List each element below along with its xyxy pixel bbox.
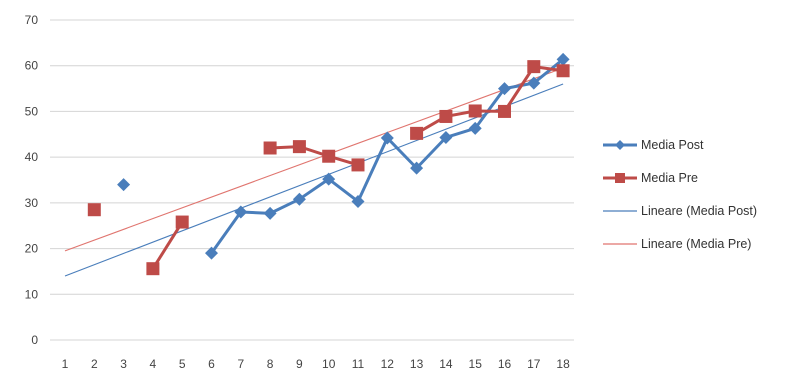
legend-label: Lineare (Media Post) bbox=[641, 204, 757, 218]
data-point bbox=[556, 64, 570, 78]
data-point bbox=[322, 149, 336, 163]
legend-entry: Media Post bbox=[603, 138, 704, 152]
data-point bbox=[468, 121, 482, 135]
y-tick-label: 60 bbox=[25, 59, 39, 73]
series-line bbox=[270, 145, 359, 167]
x-tick-label: 15 bbox=[469, 357, 483, 371]
x-tick-label: 18 bbox=[556, 357, 570, 371]
data-point bbox=[292, 140, 306, 154]
data-point bbox=[380, 131, 394, 145]
series-line bbox=[151, 221, 184, 270]
x-tick-label: 10 bbox=[322, 357, 336, 371]
data-point bbox=[439, 109, 453, 123]
data-point bbox=[117, 178, 131, 192]
data-point bbox=[498, 82, 511, 96]
legend-label: Media Pre bbox=[641, 171, 698, 185]
data-point bbox=[175, 215, 189, 229]
x-tick-label: 8 bbox=[267, 357, 274, 371]
data-point bbox=[292, 192, 306, 206]
data-point bbox=[439, 130, 453, 144]
y-tick-label: 30 bbox=[25, 196, 39, 210]
legend-marker bbox=[615, 173, 625, 183]
legend: Media Post Media Pre Lineare (Media Post) L… bbox=[603, 138, 757, 251]
trendline-2 bbox=[64, 67, 564, 252]
y-axis: 0 10 20 30 40 50 60 70 bbox=[25, 13, 39, 347]
x-tick-label: 17 bbox=[527, 357, 541, 371]
y-tick-label: 20 bbox=[25, 242, 39, 256]
x-tick-label: 13 bbox=[410, 357, 424, 371]
data-point bbox=[527, 60, 541, 74]
x-tick-label: 4 bbox=[150, 357, 157, 371]
x-axis: 1 2 3 4 5 6 7 8 9 10 11 12 13 14 15 16 17 18 bbox=[62, 357, 570, 371]
x-tick-label: 11 bbox=[352, 357, 365, 371]
data-point bbox=[263, 141, 277, 155]
series-1 bbox=[117, 52, 570, 260]
data-point bbox=[205, 246, 218, 260]
data-point bbox=[351, 158, 365, 172]
legend-entry: Lineare (Media Pre) bbox=[603, 237, 751, 251]
x-tick-label: 6 bbox=[208, 357, 215, 371]
data-series bbox=[87, 52, 570, 276]
data-point bbox=[468, 104, 482, 118]
data-point bbox=[234, 205, 248, 219]
legend-marker bbox=[615, 140, 625, 150]
x-tick-label: 14 bbox=[439, 357, 453, 371]
y-tick-label: 10 bbox=[25, 287, 39, 301]
x-tick-label: 1 bbox=[62, 357, 69, 371]
legend-entry: Media Pre bbox=[603, 171, 698, 185]
x-tick-label: 12 bbox=[381, 357, 395, 371]
data-point bbox=[351, 194, 365, 208]
legend-label: Lineare (Media Pre) bbox=[641, 237, 751, 251]
data-point bbox=[146, 262, 160, 276]
series-2 bbox=[87, 60, 570, 276]
data-point bbox=[498, 104, 511, 118]
data-point bbox=[410, 126, 424, 140]
gridlines bbox=[50, 19, 574, 341]
x-tick-label: 16 bbox=[498, 357, 512, 371]
trendlines bbox=[64, 67, 564, 277]
y-tick-label: 0 bbox=[31, 333, 38, 347]
x-tick-label: 5 bbox=[179, 357, 186, 371]
y-tick-label: 50 bbox=[25, 104, 39, 118]
y-tick-label: 40 bbox=[25, 150, 39, 164]
data-point bbox=[87, 203, 101, 217]
data-point bbox=[263, 206, 277, 220]
x-tick-label: 2 bbox=[91, 357, 98, 371]
data-point bbox=[556, 52, 570, 66]
legend-entry: Lineare (Media Post) bbox=[603, 204, 757, 218]
legend-label: Media Post bbox=[641, 138, 704, 152]
x-tick-label: 3 bbox=[120, 357, 127, 371]
x-tick-label: 7 bbox=[237, 357, 244, 371]
y-tick-label: 70 bbox=[25, 13, 39, 27]
data-point bbox=[410, 161, 424, 175]
data-point bbox=[322, 172, 336, 186]
x-tick-label: 9 bbox=[296, 357, 303, 371]
data-point bbox=[527, 76, 541, 90]
